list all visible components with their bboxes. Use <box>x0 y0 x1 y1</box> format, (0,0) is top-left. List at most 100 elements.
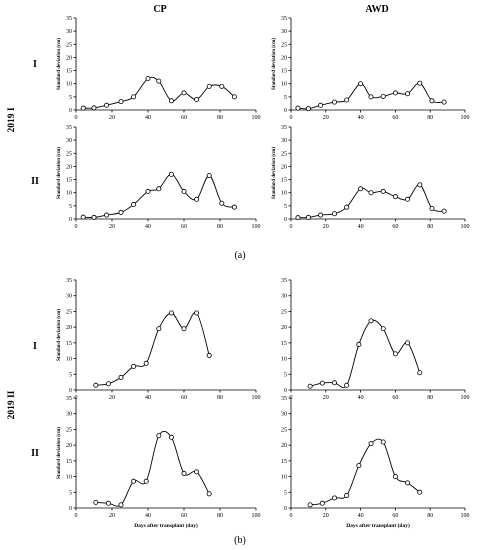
x-axis-label: Days after transplant (day) <box>134 522 198 529</box>
x-tick-label: 20 <box>109 115 115 121</box>
data-point <box>405 340 411 346</box>
caption-b: (b) <box>234 535 246 546</box>
chart-panel-7: 0 5 10 15 20 25 30 35 0 20 40 60 80 100 Standard devia… <box>57 396 261 529</box>
data-point <box>331 211 337 217</box>
x-tick-label: 60 <box>181 115 187 121</box>
data-point <box>156 433 162 439</box>
data-point <box>131 94 137 100</box>
y-axis-label: Standard deviation (cm) <box>57 38 62 90</box>
data-point <box>168 98 174 104</box>
data-point <box>168 171 174 177</box>
data-point <box>344 97 350 103</box>
data-point <box>392 194 398 200</box>
y-tick-label: 0 <box>69 108 72 114</box>
data-point <box>417 489 423 495</box>
y-tick-label: 20 <box>66 443 72 449</box>
y-axis-label: Standard deviation (cm) <box>57 309 62 361</box>
y-tick-label: 15 <box>281 69 287 75</box>
x-tick-label: 80 <box>427 115 433 121</box>
x-tick-label: 60 <box>392 115 398 121</box>
y-tick-label: 20 <box>66 55 72 61</box>
data-point <box>429 98 435 104</box>
series-line <box>310 319 421 389</box>
data-point <box>131 363 137 369</box>
year-label-2019-2: 2019 II <box>7 390 17 419</box>
series-line <box>310 438 421 506</box>
x-tick-label: 60 <box>181 224 187 230</box>
data-point <box>319 380 325 386</box>
y-tick-label: 10 <box>281 82 287 88</box>
x-tick-label: 80 <box>427 224 433 230</box>
y-axis-label: Standard deviation (cm) <box>272 147 277 199</box>
y-tick-label: 35 <box>281 16 287 22</box>
y-tick-label: 0 <box>284 217 287 223</box>
y-tick-label: 0 <box>69 388 72 394</box>
data-point <box>358 81 364 87</box>
y-tick-label: 25 <box>281 309 287 315</box>
series-line <box>83 173 235 218</box>
series-line <box>95 311 210 386</box>
x-tick-label: 20 <box>323 513 329 519</box>
data-point <box>181 90 187 96</box>
data-point <box>219 83 225 89</box>
y-tick-label: 0 <box>69 217 72 223</box>
data-point <box>417 370 423 376</box>
y-tick-label: 10 <box>66 82 72 88</box>
y-tick-label: 0 <box>284 388 287 394</box>
data-point <box>105 381 111 387</box>
data-point <box>368 318 374 324</box>
data-point <box>118 209 124 215</box>
data-point <box>380 439 386 445</box>
data-point <box>206 83 212 89</box>
y-tick-label: 10 <box>281 357 287 363</box>
data-point <box>318 102 324 108</box>
series-line <box>95 430 210 507</box>
y-tick-label: 5 <box>69 372 72 378</box>
y-tick-label: 5 <box>69 204 72 210</box>
data-point <box>219 200 225 206</box>
y-tick-label: 5 <box>284 372 287 378</box>
data-point <box>194 196 200 202</box>
data-point <box>80 105 86 111</box>
y-tick-label: 30 <box>281 29 287 35</box>
x-tick-label: 0 <box>75 224 78 230</box>
y-tick-label: 15 <box>281 178 287 184</box>
y-tick-label: 5 <box>284 204 287 210</box>
y-tick-label: 20 <box>66 164 72 170</box>
x-tick-label: 20 <box>323 115 329 121</box>
data-point <box>331 99 337 105</box>
data-point <box>131 478 137 484</box>
data-point <box>368 441 374 447</box>
x-tick-label: 40 <box>358 115 364 121</box>
data-point <box>307 383 313 389</box>
data-point <box>295 105 301 111</box>
data-point <box>405 196 411 202</box>
y-tick-label: 0 <box>284 108 287 114</box>
data-point <box>206 173 212 179</box>
x-tick-label: 80 <box>427 513 433 519</box>
y-tick-label: 10 <box>281 475 287 481</box>
data-point <box>91 105 97 111</box>
y-tick-label: 10 <box>66 357 72 363</box>
data-point <box>368 94 374 100</box>
x-tick-label: 40 <box>145 224 151 230</box>
data-point <box>143 478 149 484</box>
data-point <box>344 204 350 210</box>
data-point <box>206 491 212 497</box>
x-tick-label: 100 <box>252 513 261 519</box>
data-point <box>441 208 447 214</box>
y-tick-label: 35 <box>281 125 287 131</box>
row-label-2019-1-II: II <box>31 176 39 187</box>
y-tick-label: 0 <box>69 506 72 512</box>
x-tick-label: 0 <box>290 513 293 519</box>
y-axis-label: Standard deviation (cm) <box>57 147 62 199</box>
y-tick-label: 25 <box>66 151 72 157</box>
x-tick-label: 40 <box>145 513 151 519</box>
x-tick-label: 0 <box>290 115 293 121</box>
data-point <box>331 380 337 386</box>
data-point <box>380 188 386 194</box>
y-tick-label: 15 <box>281 459 287 465</box>
